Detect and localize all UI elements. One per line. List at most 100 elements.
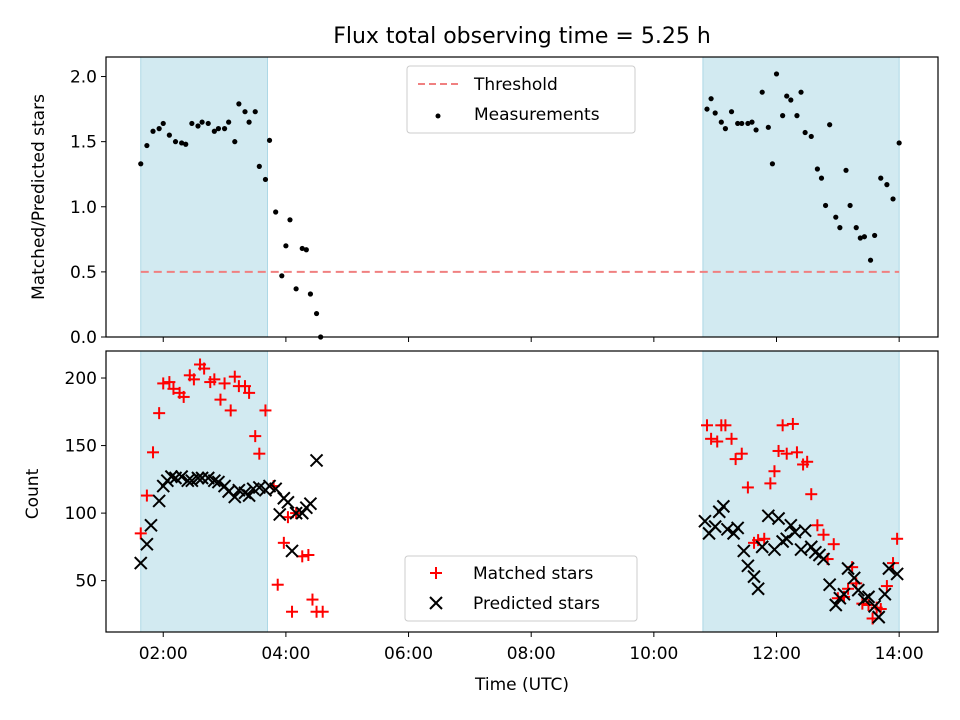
predicted-star-point xyxy=(289,506,303,520)
predicted-star-point xyxy=(822,578,837,592)
matched-star-point xyxy=(187,373,200,386)
matched-star-point xyxy=(735,447,748,460)
x-tick-label: 12:00 xyxy=(752,644,801,664)
predicted-star-point xyxy=(861,590,876,604)
measurement-point xyxy=(221,126,228,132)
measurement-point xyxy=(833,214,839,220)
predicted-star-point xyxy=(285,544,299,558)
measurement-point xyxy=(749,119,755,125)
measurement-point xyxy=(283,243,289,249)
predicted-star-points xyxy=(134,453,904,624)
count-x-ticks: 02:00 04:00 06:00 08:00 10:00 12:00 14:00 xyxy=(139,632,924,664)
matched-star-point xyxy=(786,417,799,430)
measurement-point xyxy=(273,209,279,215)
matched-star-point xyxy=(725,432,738,445)
matched-star-point xyxy=(711,435,724,448)
matched-star-point xyxy=(880,580,893,593)
measurement-point xyxy=(847,202,853,209)
observing-spans xyxy=(140,350,900,633)
measurement-point xyxy=(765,124,771,130)
matched-star-point xyxy=(302,548,315,561)
matched-star-point xyxy=(286,605,299,618)
x-tick-label: 10:00 xyxy=(629,644,678,664)
measurement-point xyxy=(293,286,299,292)
measurement-point xyxy=(773,71,780,77)
measurement-points xyxy=(138,71,902,340)
threshold-legend-label: Threshold xyxy=(473,75,558,95)
count-axes-frame xyxy=(105,350,939,633)
measurement-point xyxy=(166,132,172,138)
measurement-point xyxy=(236,101,242,107)
ratio-x-ticks xyxy=(162,337,900,342)
measurement-point xyxy=(199,119,205,125)
matched-star-point xyxy=(249,430,262,443)
matched-star-point xyxy=(271,578,284,591)
predicted-star-point xyxy=(878,587,892,601)
predicted-star-point xyxy=(784,518,798,532)
measurement-point xyxy=(808,133,814,140)
matched-star-point xyxy=(163,376,176,389)
measurement-point xyxy=(252,109,258,115)
measurement-point xyxy=(279,273,285,279)
predicted-star-point xyxy=(829,598,843,612)
measurement-point xyxy=(798,89,804,95)
observing-span xyxy=(702,56,900,338)
measurement-point xyxy=(189,120,195,127)
measurement-point xyxy=(843,167,849,173)
predicted-star-point xyxy=(144,518,158,532)
measurement-point xyxy=(890,196,896,202)
matched-star-point xyxy=(253,447,266,460)
matched-star-point xyxy=(729,453,742,466)
measurement-point xyxy=(287,217,293,223)
measurements-legend-label: Measurements xyxy=(474,105,600,125)
measurement-point xyxy=(215,126,222,132)
measurement-point xyxy=(160,120,166,127)
measurement-point xyxy=(827,122,833,128)
predicted-star-point xyxy=(181,473,195,488)
ratio-axes-frame xyxy=(105,56,939,338)
predicted-star-point xyxy=(761,509,776,523)
predicted-star-point xyxy=(273,507,287,522)
matched-star-point xyxy=(243,386,256,399)
matched-legend-label: Matched stars xyxy=(473,564,593,584)
measurement-point xyxy=(753,127,759,133)
matched-star-point xyxy=(277,536,290,549)
matched-star-point xyxy=(701,419,714,432)
predicted-star-point xyxy=(134,556,148,570)
x-tick-label: 08:00 xyxy=(507,644,556,664)
observing-span xyxy=(140,56,268,338)
measurement-point xyxy=(708,96,714,102)
predicted-star-point xyxy=(751,582,765,596)
predicted-legend-marker xyxy=(429,596,443,610)
predicted-star-point xyxy=(303,496,318,511)
ratio-panel: 0.00.51.01.52.0 Matched/Predicted stars … xyxy=(29,56,939,348)
matched-star-point xyxy=(817,528,830,541)
predicted-star-point xyxy=(242,488,256,503)
measurement-point xyxy=(211,128,217,134)
measurement-point xyxy=(822,202,829,209)
predicted-star-point xyxy=(164,469,179,484)
predicted-legend-label: Predicted stars xyxy=(473,594,600,614)
ratio-y-axis-label: Matched/Predicted stars xyxy=(29,94,49,300)
predicted-star-point xyxy=(851,583,865,597)
matched-star-point xyxy=(758,532,771,545)
predicted-star-point xyxy=(798,523,812,538)
matched-star-point xyxy=(780,447,793,460)
count-y-ticks: 50 100 150 200 xyxy=(65,369,106,592)
x-axis-label: Time (UTC) xyxy=(474,675,569,695)
predicted-star-point xyxy=(771,511,786,526)
matched-star-point xyxy=(153,407,166,420)
matched-star-point xyxy=(218,377,231,390)
y-tick-label: 2.0 xyxy=(70,68,97,88)
count-legend-box xyxy=(404,555,638,622)
predicted-star-point xyxy=(281,495,295,510)
measurement-point xyxy=(853,225,859,231)
matched-star-point xyxy=(198,362,211,375)
measurement-point xyxy=(802,129,808,136)
observing-span xyxy=(702,350,900,633)
matched-star-point xyxy=(801,455,814,468)
predicted-star-point xyxy=(882,561,896,576)
y-tick-label: 100 xyxy=(65,504,97,524)
measurement-point xyxy=(256,163,262,169)
